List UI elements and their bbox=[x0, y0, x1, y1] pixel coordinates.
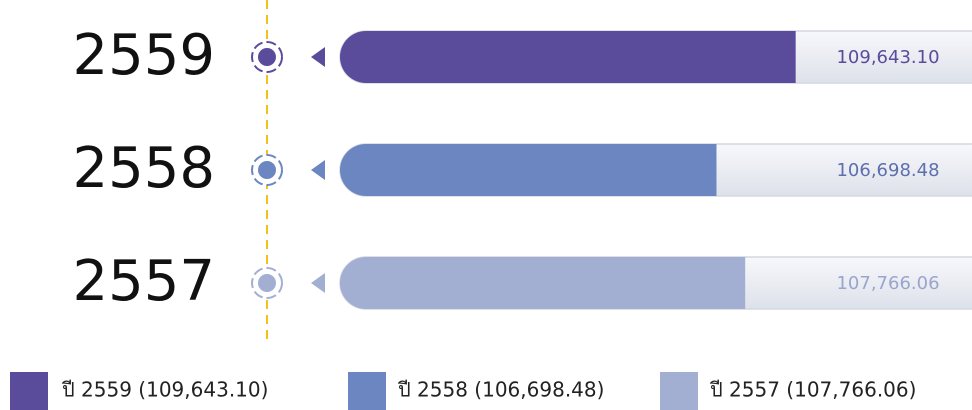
pointer bbox=[311, 273, 325, 293]
legend-swatch bbox=[10, 372, 48, 410]
bar bbox=[340, 257, 746, 309]
marker-dot bbox=[258, 274, 276, 292]
value-label: 106,698.48 bbox=[836, 160, 939, 181]
marker-dot bbox=[258, 48, 276, 66]
pointer bbox=[311, 160, 325, 180]
legend-label: ปี 2558 (106,698.48) bbox=[398, 378, 605, 402]
legend-swatch bbox=[660, 372, 698, 410]
value-label: 107,766.06 bbox=[836, 273, 939, 294]
year-label: 2558 bbox=[72, 136, 215, 201]
legend-swatch bbox=[348, 372, 386, 410]
legend-label: ปี 2557 (107,766.06) bbox=[710, 378, 917, 402]
bar bbox=[340, 144, 717, 196]
year-label: 2559 bbox=[72, 23, 215, 88]
legend-label: ปี 2559 (109,643.10) bbox=[62, 378, 269, 402]
value-label: 109,643.10 bbox=[836, 47, 939, 68]
marker-dot bbox=[258, 161, 276, 179]
year-label: 2557 bbox=[72, 249, 215, 314]
pointer bbox=[311, 47, 325, 67]
bar bbox=[340, 31, 796, 83]
